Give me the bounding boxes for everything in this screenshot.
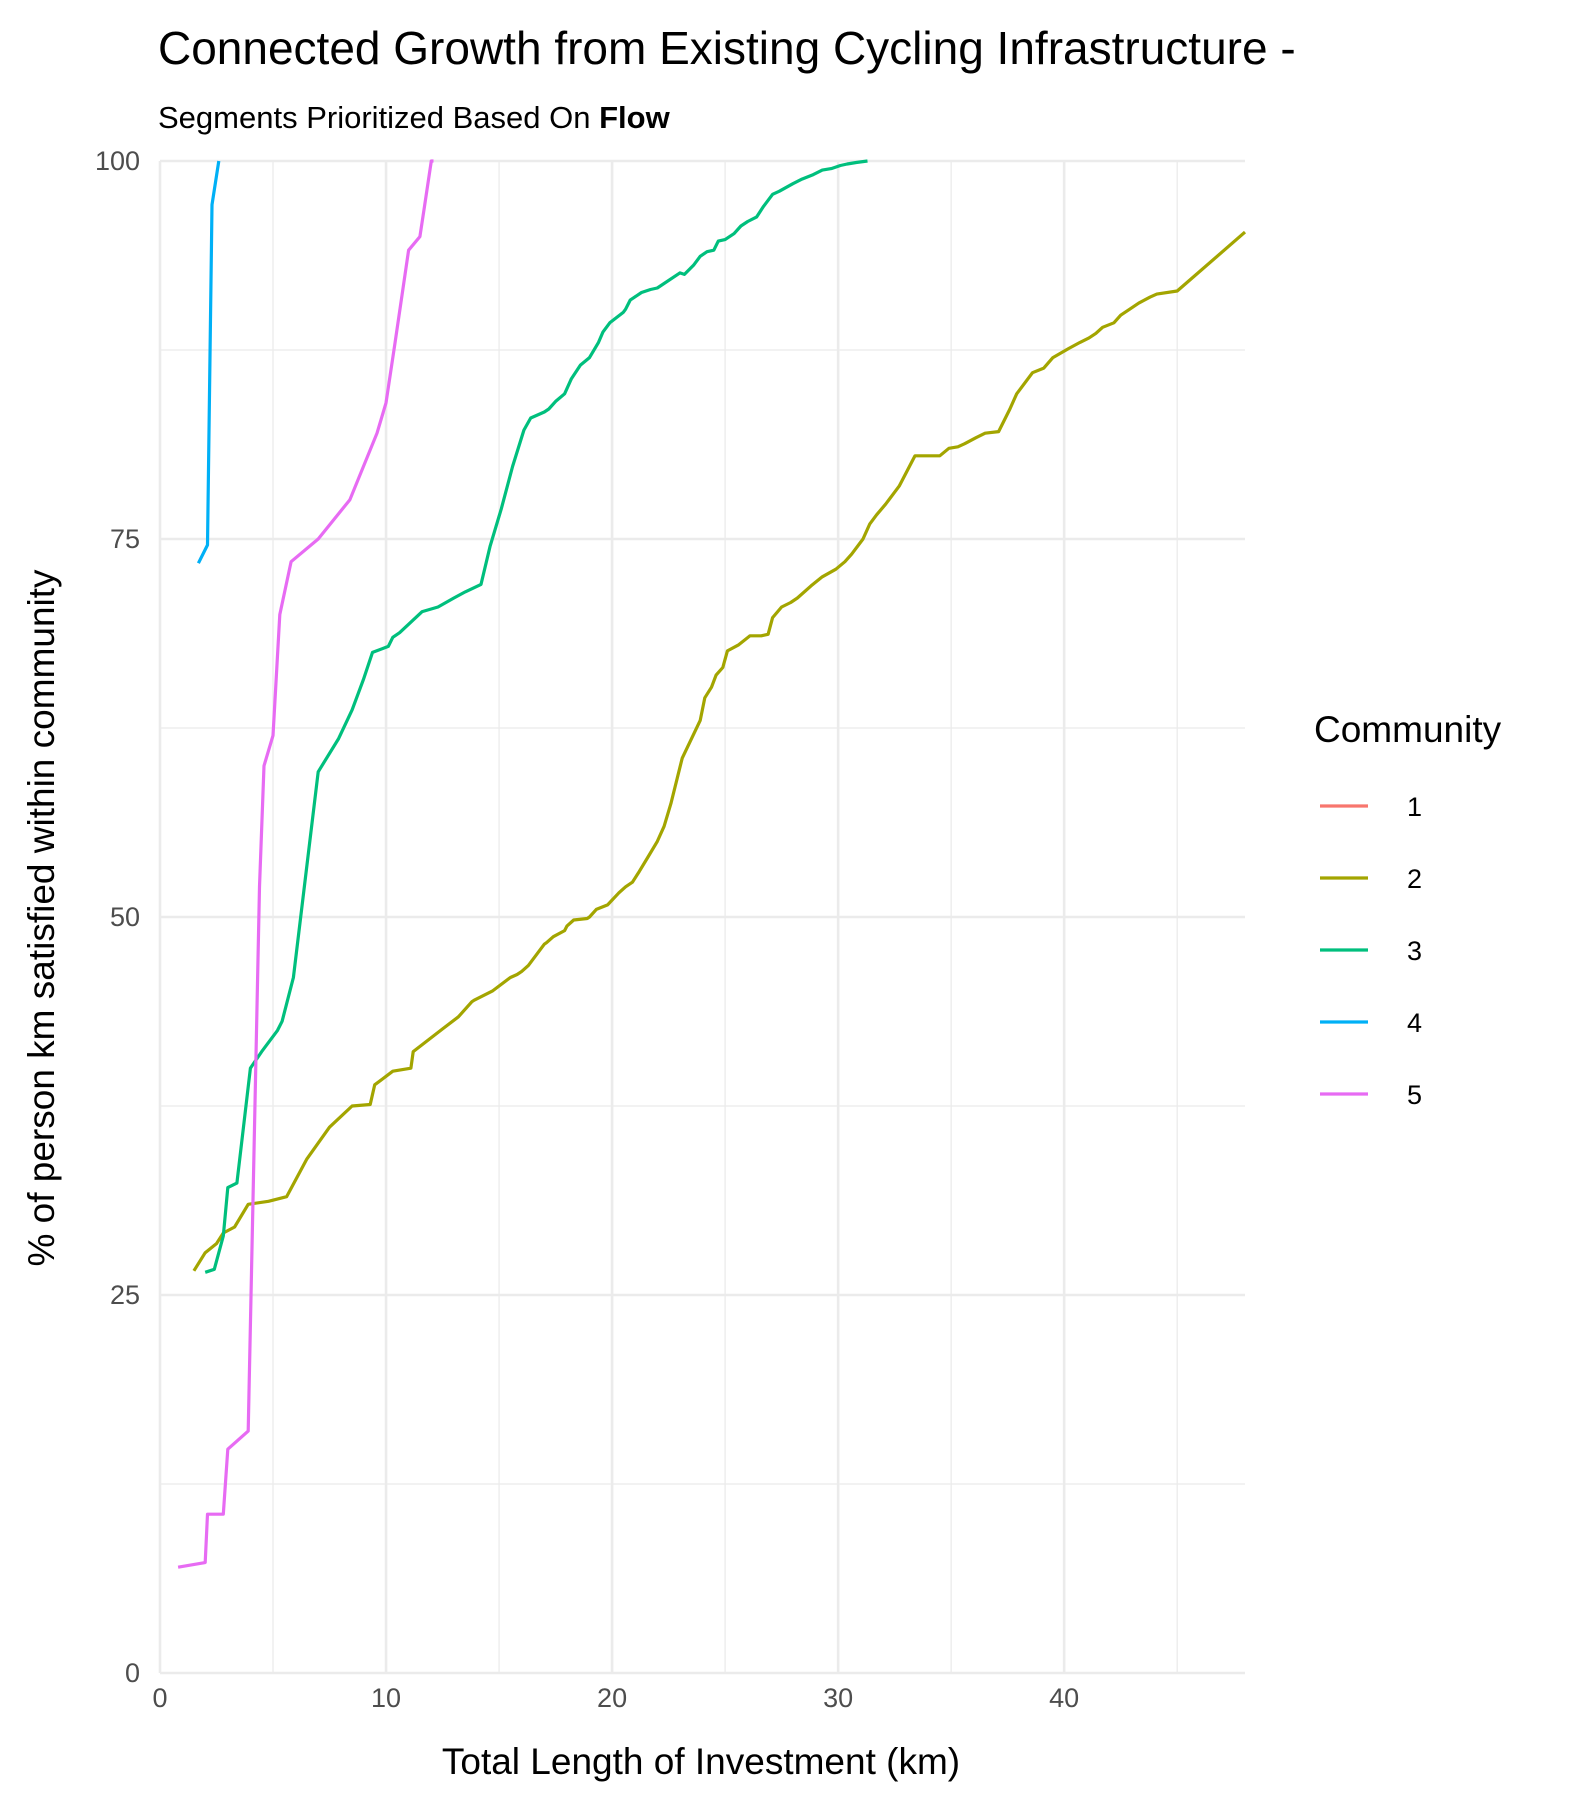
x-tick-label: 20 bbox=[597, 1683, 627, 1713]
y-tick-label: 75 bbox=[110, 524, 140, 554]
legend-label-4: 4 bbox=[1407, 1008, 1422, 1038]
y-tick-label: 25 bbox=[110, 1280, 140, 1310]
y-tick-label: 100 bbox=[95, 146, 140, 176]
y-tick-label: 0 bbox=[125, 1658, 140, 1688]
legend-label-2: 2 bbox=[1407, 864, 1422, 894]
x-axis-title: Total Length of Investment (km) bbox=[442, 1741, 960, 1782]
chart-title: Connected Growth from Existing Cycling I… bbox=[158, 22, 1296, 74]
grid-major bbox=[158, 159, 1245, 1675]
chart-subtitle-prefix: Segments Prioritized Based On bbox=[158, 100, 599, 135]
legend-label-1: 1 bbox=[1407, 792, 1422, 822]
chart-subtitle: Segments Prioritized Based On Flow bbox=[158, 100, 671, 135]
series-line-community-4 bbox=[196, 160, 221, 564]
legend-label-5: 5 bbox=[1407, 1080, 1422, 1110]
x-tick-label: 0 bbox=[152, 1683, 167, 1713]
legend: Community 1 2 3 4 5 bbox=[1314, 709, 1502, 1110]
legend-label-3: 3 bbox=[1407, 936, 1422, 966]
legend-items: 1 2 3 4 5 bbox=[1320, 792, 1422, 1110]
y-axis-ticks: 0 25 50 75 100 bbox=[95, 146, 140, 1688]
legend-item-4: 4 bbox=[1320, 1008, 1422, 1038]
x-tick-label: 10 bbox=[371, 1683, 401, 1713]
legend-item-2: 2 bbox=[1320, 864, 1422, 894]
series-line-community-5 bbox=[177, 159, 434, 1569]
x-axis-ticks: 0 10 20 30 40 bbox=[152, 1683, 1079, 1713]
series-lines bbox=[177, 159, 1247, 1569]
legend-item-3: 3 bbox=[1320, 936, 1422, 966]
legend-title: Community bbox=[1314, 709, 1502, 750]
series-line-community-2 bbox=[192, 230, 1247, 1272]
y-axis-title: % of person km satisfied within communit… bbox=[21, 569, 62, 1267]
y-tick-label: 50 bbox=[110, 902, 140, 932]
x-tick-label: 30 bbox=[823, 1683, 853, 1713]
x-tick-label: 40 bbox=[1049, 1683, 1079, 1713]
legend-item-1: 1 bbox=[1320, 792, 1422, 822]
legend-item-5: 5 bbox=[1320, 1080, 1422, 1110]
chart-subtitle-emphasis: Flow bbox=[599, 100, 670, 135]
series-line-community-3 bbox=[204, 159, 868, 1274]
